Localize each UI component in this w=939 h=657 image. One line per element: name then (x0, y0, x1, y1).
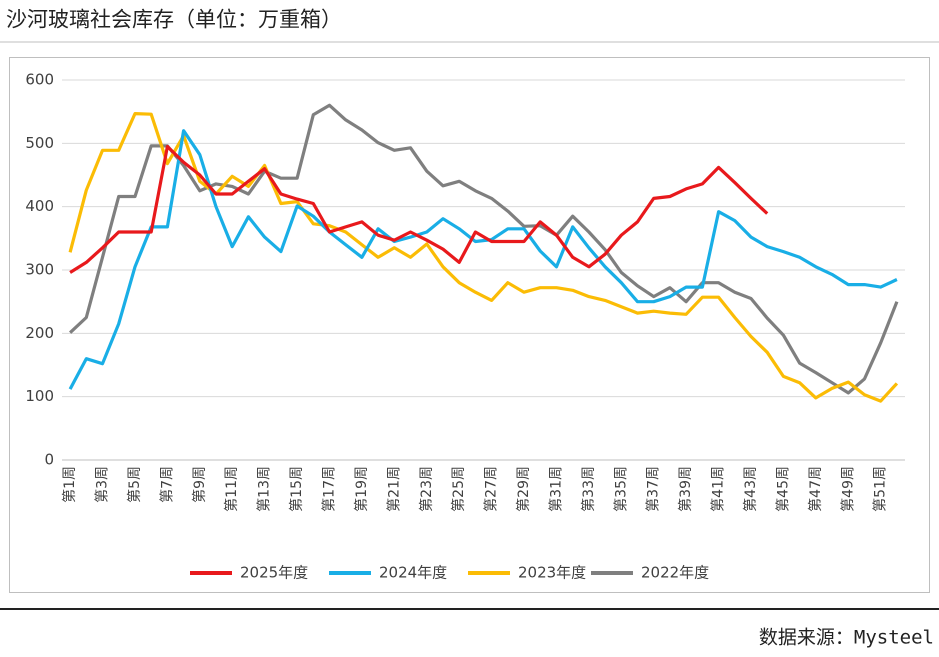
x-tick-label: 第47周 (807, 466, 824, 512)
x-tick-label: 第49周 (839, 466, 856, 512)
x-tick-label: 第41周 (710, 466, 727, 512)
x-tick-label: 第5周 (126, 466, 143, 503)
x-tick-label: 第35周 (612, 466, 629, 512)
plot-frame (9, 57, 930, 593)
y-tick-label: 400 (25, 197, 54, 215)
legend-label: 2024年度 (379, 564, 447, 582)
x-tick-label: 第1周 (61, 466, 78, 503)
x-tick-label: 第33周 (580, 466, 597, 512)
x-tick-label: 第17周 (320, 466, 337, 512)
y-tick-label: 500 (25, 134, 54, 152)
x-tick-label: 第21周 (385, 466, 402, 512)
y-tick-label: 0 (44, 451, 54, 469)
x-tick-label: 第37周 (645, 466, 662, 512)
y-tick-label: 100 (25, 387, 54, 405)
x-tick-label: 第7周 (158, 466, 175, 503)
x-tick-label: 第23周 (418, 466, 435, 512)
x-tick-label: 第25周 (450, 466, 467, 512)
series-line (68, 129, 898, 390)
source: 数据来源：Mysteel (759, 627, 934, 649)
x-tick-label: 第9周 (191, 466, 208, 503)
legend-label: 2023年度 (518, 564, 586, 582)
x-tick-label: 第31周 (547, 466, 564, 512)
y-tick-label: 200 (25, 324, 54, 342)
x-tick-label: 第29周 (515, 466, 532, 512)
chart-title: 沙河玻璃社会库存（单位：万重箱） (6, 8, 342, 32)
y-tick-label: 600 (25, 71, 54, 89)
x-tick-label: 第11周 (223, 466, 240, 512)
x-tick-label: 第13周 (256, 466, 273, 512)
y-tick-label: 300 (25, 261, 54, 279)
x-tick-label: 第19周 (353, 466, 370, 512)
series-line (69, 144, 769, 274)
x-tick-label: 第3周 (94, 466, 111, 503)
series-line (68, 112, 899, 403)
x-tick-label: 第27周 (483, 466, 500, 512)
x-tick-label: 第15周 (288, 466, 305, 512)
legend-label: 2025年度 (240, 564, 308, 582)
x-tick-label: 第39周 (677, 466, 694, 512)
legend-label: 2022年度 (641, 564, 709, 582)
x-tick-label: 第43周 (742, 466, 759, 512)
x-tick-label: 第45周 (774, 466, 791, 512)
x-tick-label: 第51周 (872, 466, 889, 512)
